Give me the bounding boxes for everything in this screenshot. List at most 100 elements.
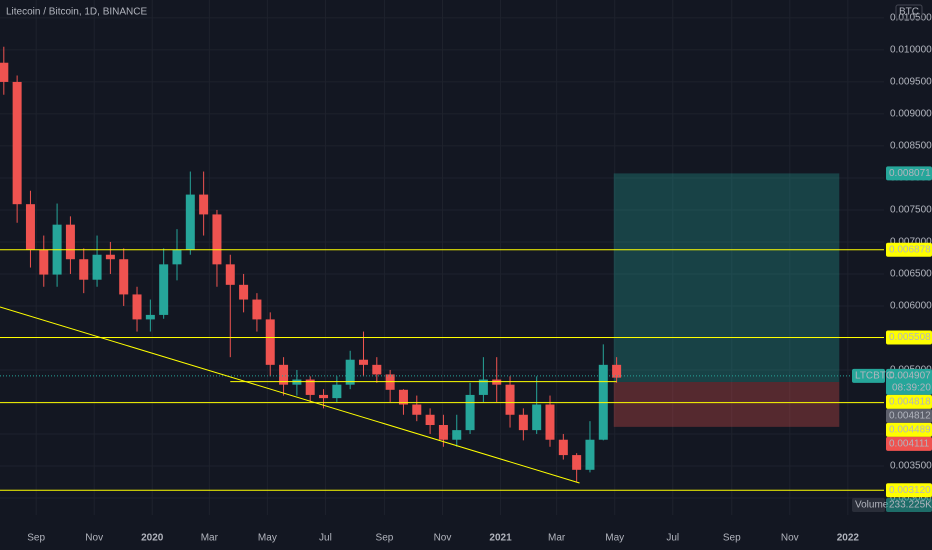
profit-zone (613, 173, 840, 382)
y-tick-label: 0.006000 (890, 301, 932, 312)
price-badge (886, 483, 932, 498)
candle-body (199, 194, 209, 215)
candle-body (465, 394, 475, 431)
candle-body (159, 264, 169, 315)
candle-body (279, 364, 289, 385)
price-badge-label: 0.004111 (889, 439, 930, 450)
y-tick-label: 0.003500 (890, 461, 932, 472)
y-tick-label: 0.009500 (890, 77, 932, 88)
candle-body (572, 455, 582, 470)
y-tick-label: 0.009000 (890, 109, 932, 120)
candle-body (119, 259, 129, 295)
y-tick-label: 0.007000 (890, 237, 932, 248)
x-tick-label: Jul (319, 533, 332, 544)
price-badge (886, 394, 932, 409)
candle-body (305, 379, 315, 395)
candle-body (172, 249, 182, 265)
loss-zone (613, 381, 840, 427)
chart-title: Litecoin / Bitcoin, 1D, BINANCE (6, 7, 147, 18)
candle-body (105, 254, 115, 260)
candle-body (585, 439, 595, 470)
price-badge-label: 0.006878 (889, 244, 931, 255)
candle-body (92, 254, 102, 280)
candle-body (438, 425, 448, 440)
y-tick-label: 0.006500 (890, 269, 932, 280)
candle-body (518, 414, 528, 431)
candle-body (319, 394, 329, 399)
candle-body (225, 264, 235, 285)
candle-body (185, 194, 195, 250)
candle-body (358, 359, 368, 365)
volume-badge (886, 498, 932, 512)
volume-label: Volume (855, 500, 889, 511)
candle-body (478, 379, 488, 395)
trendline (0, 306, 580, 484)
candle-body (39, 249, 49, 275)
x-tick-label: Sep (27, 533, 45, 544)
x-tick-label: Mar (548, 533, 566, 544)
candle-body (558, 439, 568, 456)
price-badge-label: 0.003120 (889, 485, 931, 496)
x-tick-label: Jul (666, 533, 679, 544)
currency: BTC (899, 7, 919, 18)
x-tick-label: 2021 (489, 533, 512, 544)
volume-tag (852, 498, 885, 512)
candle-body (505, 384, 515, 415)
candle-body (545, 404, 555, 440)
candle-body (492, 379, 502, 385)
price-badge (886, 242, 932, 257)
x-tick-label: 2022 (837, 533, 860, 544)
x-tick-label: Nov (781, 533, 799, 544)
x-tick-label: Sep (723, 533, 741, 544)
symbol-label: LTCBTC (855, 371, 893, 382)
x-tick-label: May (605, 533, 624, 544)
candle-body (79, 259, 89, 280)
price-badge-label: 0.004818 (889, 397, 931, 408)
candle-body (145, 314, 155, 320)
x-tick-label: May (258, 533, 277, 544)
candle-body (398, 389, 408, 405)
candle-body (132, 294, 142, 320)
candle-body (425, 414, 435, 426)
x-tick-label: 2020 (141, 533, 164, 544)
candle-body (25, 204, 35, 250)
price-badge (886, 166, 932, 181)
x-tick-label: Sep (376, 533, 394, 544)
price-badge (886, 422, 932, 437)
price-badge (886, 408, 932, 423)
candle-body (12, 81, 22, 205)
y-tick-label: 0.007500 (890, 205, 932, 216)
candle-body (252, 299, 262, 320)
x-tick-label: Mar (201, 533, 219, 544)
candle-body (372, 364, 382, 375)
price-badge-label: 0.008071 (889, 168, 931, 179)
price-badge-label: 0.004907 (889, 371, 931, 382)
x-tick-label: Nov (434, 533, 452, 544)
candle-body (385, 374, 395, 390)
candle-body (332, 384, 342, 399)
price-badge (886, 436, 932, 451)
candle-body (412, 404, 422, 415)
symbol-tag (852, 368, 885, 383)
x-tick-label: Nov (85, 533, 103, 544)
candle-body (345, 359, 355, 385)
price-badge (886, 330, 932, 345)
price-badge (886, 368, 932, 395)
candle-body (612, 364, 622, 378)
y-tick-label: 0.010000 (890, 45, 932, 56)
price-badge-label: 0.005508 (889, 332, 931, 343)
volume-value: 233.225K (889, 500, 932, 511)
y-tick-label: 0.010500 (890, 13, 932, 24)
currency-box (895, 4, 923, 20)
y-tick-label: 0.008500 (890, 141, 932, 152)
candle-body (265, 319, 275, 365)
price-badge-label: 0.004489 (889, 425, 931, 436)
candle-body (0, 62, 9, 82)
candle-body (212, 214, 222, 265)
candle-body (452, 430, 462, 440)
candle-body (292, 379, 302, 385)
candle-body (239, 284, 249, 300)
